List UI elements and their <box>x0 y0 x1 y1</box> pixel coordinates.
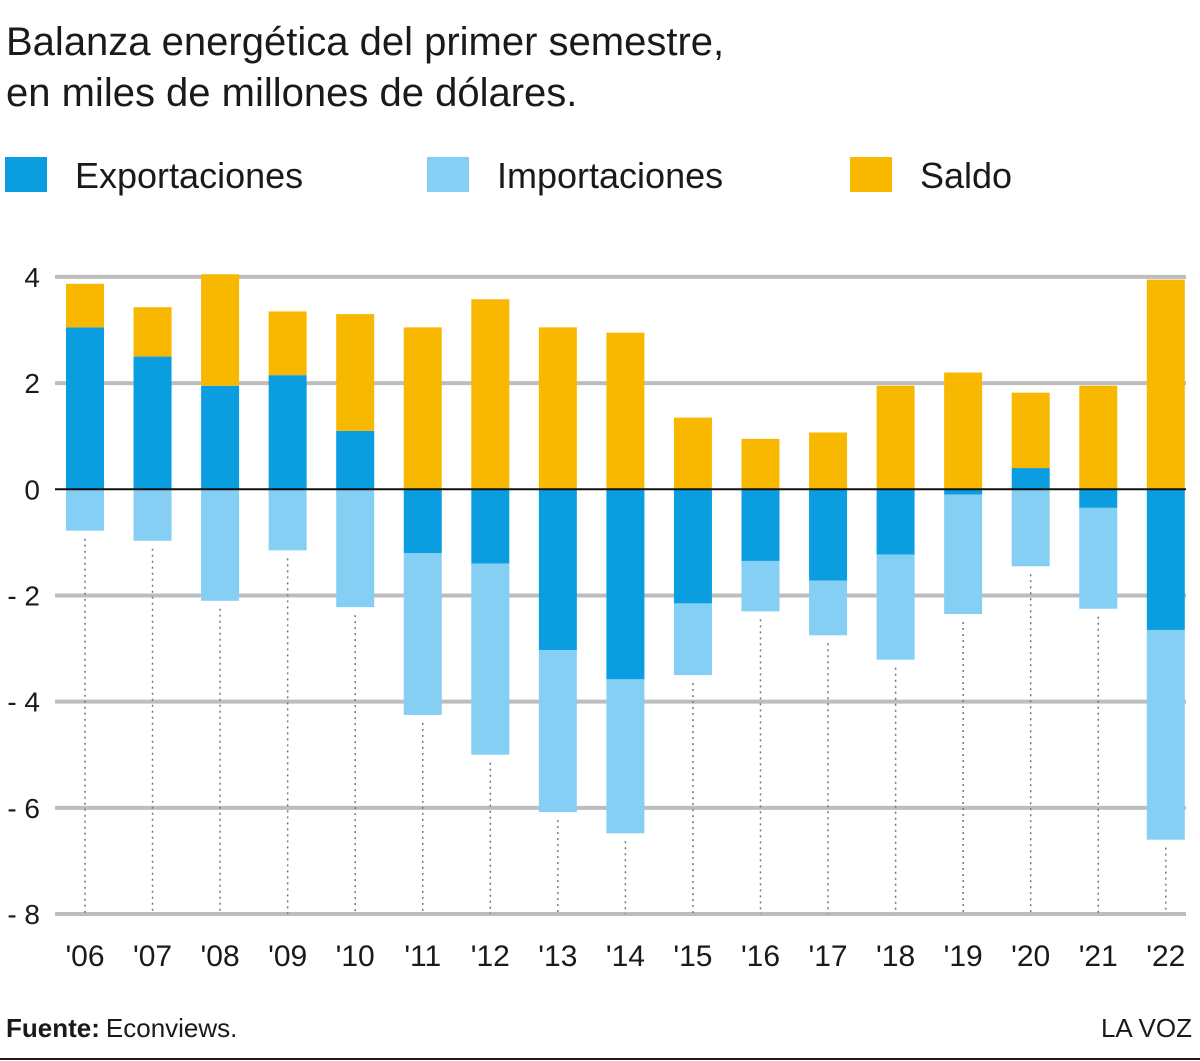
bar-segment <box>606 332 645 490</box>
x-tick-label: '09 <box>268 940 307 973</box>
x-tick-label: '12 <box>471 940 510 973</box>
y-tick-label: 4 <box>24 262 40 293</box>
bar-segment <box>403 552 442 715</box>
legend-label: Importaciones <box>497 155 723 196</box>
bar-segment <box>336 314 375 431</box>
bar-segment <box>1146 279 1185 490</box>
source-label: Fuente: <box>6 1013 100 1043</box>
bar-segment <box>336 430 375 490</box>
bar-segment <box>403 327 442 490</box>
bar-segment <box>538 327 577 490</box>
bar-segment <box>133 307 172 357</box>
x-tick-label: '13 <box>538 940 577 973</box>
bar-segment <box>606 679 645 834</box>
bar-segment <box>673 603 712 676</box>
y-tick-label: - 2 <box>7 580 40 611</box>
bar-segment <box>876 489 915 555</box>
x-tick-label: '06 <box>65 940 104 973</box>
bar-segment <box>201 274 240 386</box>
bar-segment <box>66 327 104 490</box>
x-tick-label: '20 <box>1011 940 1050 973</box>
x-tick-label: '15 <box>673 940 712 973</box>
legend-swatch <box>427 157 469 192</box>
bar-segment <box>673 489 712 604</box>
bar-segment <box>876 385 915 490</box>
x-tick-label: '16 <box>741 940 780 973</box>
bar-segment <box>1079 385 1118 490</box>
bar-segment <box>268 311 307 376</box>
x-tick-label: '19 <box>944 940 983 973</box>
bar-segment <box>201 385 240 490</box>
bar-segment <box>741 438 780 490</box>
bar-segment <box>1079 489 1118 508</box>
y-tick-label: - 6 <box>7 793 40 824</box>
y-tick-label: - 4 <box>7 687 40 718</box>
x-tick-label: '07 <box>133 940 172 973</box>
x-tick-label: '14 <box>606 940 645 973</box>
bar-segment <box>133 489 172 541</box>
bar-segment <box>336 489 375 608</box>
y-tick-label: 2 <box>24 368 40 399</box>
bar-segment <box>876 554 915 660</box>
legend-label: Exportaciones <box>75 155 303 196</box>
bar-segment <box>133 356 172 490</box>
legend-swatch <box>850 157 892 192</box>
bar-segment <box>809 489 848 581</box>
source: Fuente: Econviews. <box>6 1013 237 1043</box>
bar-segment <box>1011 489 1050 567</box>
bar-segment <box>741 560 780 612</box>
bar-segment <box>1146 489 1185 630</box>
x-tick-label: '18 <box>876 940 915 973</box>
bar-segment <box>471 563 510 755</box>
bar-segment <box>538 650 577 813</box>
bar-segment <box>471 299 510 490</box>
x-tick-label: '22 <box>1146 940 1185 973</box>
bar-segment <box>1146 629 1185 840</box>
bar-segment <box>741 489 780 561</box>
chart-subtitle: en miles de millones de dólares. <box>6 71 577 115</box>
bar-segment <box>268 489 307 551</box>
legend-swatch <box>5 157 47 192</box>
x-tick-label: '17 <box>808 940 847 973</box>
x-tick-label: '08 <box>201 940 240 973</box>
x-tick-label: '21 <box>1079 940 1118 973</box>
y-tick-label: 0 <box>24 474 40 505</box>
bar-segment <box>1011 468 1050 490</box>
bar-segment <box>606 489 645 680</box>
bar-segment <box>944 494 983 615</box>
legend-label: Saldo <box>920 155 1012 196</box>
chart-title: Balanza energética del primer semestre, <box>6 20 724 64</box>
x-tick-label: '10 <box>336 940 375 973</box>
bar-segment <box>944 372 983 490</box>
bar-segment <box>268 375 307 490</box>
y-tick-label: - 8 <box>7 899 40 930</box>
source-name: Econviews. <box>106 1013 238 1043</box>
bar-segment <box>1011 392 1050 469</box>
x-tick-label: '11 <box>404 940 441 973</box>
bar-segment <box>809 432 848 490</box>
bar-segment <box>471 489 510 564</box>
bar-segment <box>403 489 442 553</box>
bar-segment <box>66 283 104 328</box>
bar-segment <box>538 489 577 651</box>
bar-segment <box>66 489 104 531</box>
bar-segment <box>809 580 848 636</box>
bar-segment <box>944 489 983 495</box>
bar-segment <box>1079 507 1118 609</box>
brand: LA VOZ <box>1101 1013 1192 1043</box>
bar-segment <box>673 417 712 490</box>
bar-segment <box>201 489 240 601</box>
